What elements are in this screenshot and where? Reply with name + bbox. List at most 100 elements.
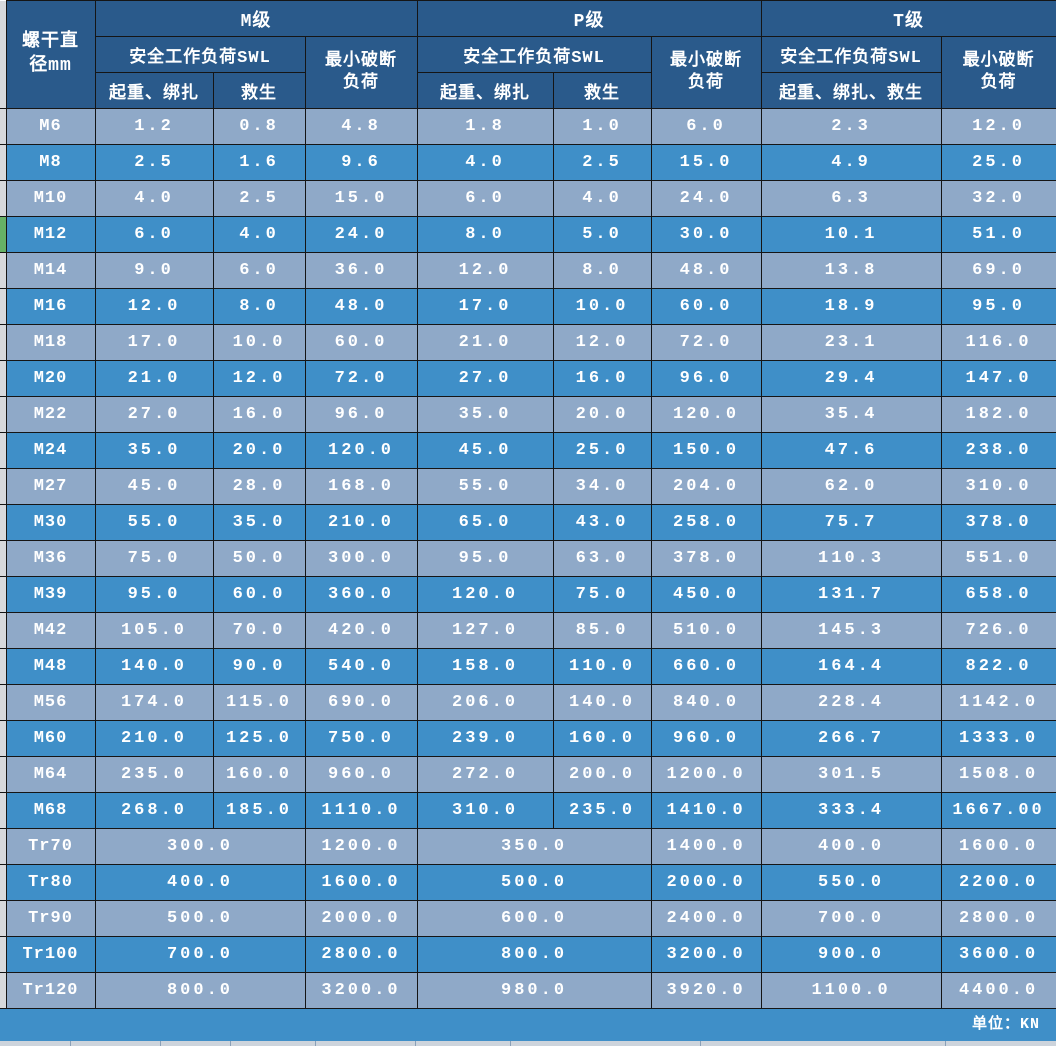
value-cell: 658.0 [940,576,1056,613]
value-cell: 900.0 [760,936,942,973]
value-cell: 1200.0 [304,828,418,865]
value-cell: 15.0 [304,180,418,217]
table-row: Tr120 800.0 3200.0 980.0 3920.0 1100.0 4400.0 [0,972,1056,1009]
value-cell: 21.0 [416,324,554,361]
value-cell: 510.0 [650,612,762,649]
value-cell: 182.0 [940,396,1056,433]
value-cell: 3200.0 [304,972,418,1009]
table-row: M14 9.0 6.0 36.0 12.0 8.0 48.0 13.8 69.0 [0,252,1056,289]
table-row: M10 4.0 2.5 15.0 6.0 4.0 24.0 6.3 32.0 [0,180,1056,217]
table-row: M30 55.0 35.0 210.0 65.0 43.0 258.0 75.7 378.0 [0,504,1056,541]
value-cell: 12.0 [416,252,554,289]
value-cell: 333.4 [760,792,942,829]
value-cell: 2200.0 [940,864,1056,901]
table-row: Tr80 400.0 1600.0 500.0 2000.0 550.0 2200.0 [0,864,1056,901]
value-cell: 35.4 [760,396,942,433]
value-cell: 1410.0 [650,792,762,829]
value-cell: 690.0 [304,684,418,721]
gridline-tick [415,1041,416,1046]
value-cell: 75.0 [552,576,652,613]
value-cell: 63.0 [552,540,652,577]
row-label: M10 [5,180,96,217]
header-t-swl: 安全工作负荷SWL [760,36,942,73]
value-cell: 6.0 [212,252,306,289]
value-cell: 47.6 [760,432,942,469]
value-cell: 30.0 [650,216,762,253]
value-cell: 700.0 [94,936,306,973]
value-cell: 10.0 [212,324,306,361]
row-label: M39 [5,576,96,613]
value-cell: 45.0 [416,432,554,469]
table-row: M20 21.0 12.0 72.0 27.0 16.0 96.0 29.4 147.0 [0,360,1056,397]
row-label: Tr120 [5,972,96,1009]
value-cell: 300.0 [304,540,418,577]
value-cell: 16.0 [212,396,306,433]
value-cell: 131.7 [760,576,942,613]
value-cell: 17.0 [416,288,554,325]
row-label: M12 [5,216,96,253]
value-cell: 75.7 [760,504,942,541]
value-cell: 4.0 [552,180,652,217]
value-cell: 660.0 [650,648,762,685]
value-cell: 35.0 [212,504,306,541]
value-cell: 239.0 [416,720,554,757]
value-cell: 272.0 [416,756,554,793]
value-cell: 95.0 [94,576,214,613]
table-row: M6 1.2 0.8 4.8 1.8 1.0 6.0 2.3 12.0 [0,108,1056,145]
gridline-tick [700,1041,701,1046]
value-cell: 1100.0 [760,972,942,1009]
value-cell: 800.0 [416,936,652,973]
value-cell: 258.0 [650,504,762,541]
header-grade-m: M级 [94,0,418,37]
value-cell: 24.0 [304,216,418,253]
value-cell: 1110.0 [304,792,418,829]
value-cell: 127.0 [416,612,554,649]
value-cell: 32.0 [940,180,1056,217]
gridline-tick [510,1041,511,1046]
bottom-strip [0,1041,1056,1046]
value-cell: 420.0 [304,612,418,649]
value-cell: 2.3 [760,108,942,145]
row-label: M14 [5,252,96,289]
value-cell: 60.0 [304,324,418,361]
table-row: Tr90 500.0 2000.0 600.0 2400.0 700.0 2800.0 [0,900,1056,937]
value-cell: 9.0 [94,252,214,289]
table-row: M24 35.0 20.0 120.0 45.0 25.0 150.0 47.6 238.0 [0,432,1056,469]
table-row: M27 45.0 28.0 168.0 55.0 34.0 204.0 62.0 310.0 [0,468,1056,505]
value-cell: 140.0 [94,648,214,685]
value-cell: 48.0 [304,288,418,325]
value-cell: 8.0 [552,252,652,289]
value-cell: 125.0 [212,720,306,757]
row-label: M68 [5,792,96,829]
table-row: M56 174.0 115.0 690.0 206.0 140.0 840.0 228.4 11… [0,684,1056,721]
value-cell: 1400.0 [650,828,762,865]
value-cell: 20.0 [212,432,306,469]
value-cell: 27.0 [416,360,554,397]
value-cell: 55.0 [416,468,554,505]
table-row: M18 17.0 10.0 60.0 21.0 12.0 72.0 23.1 116.0 [0,324,1056,361]
header-p-lifesaving: 救生 [552,72,652,109]
value-cell: 115.0 [212,684,306,721]
header-row-swl: 安全工作负荷SWL 最小破断 负荷 安全工作负荷SWL 最小破断 负荷 安全工作… [0,36,1056,109]
table-row: M60 210.0 125.0 750.0 239.0 160.0 960.0 266.7 13… [0,720,1056,757]
value-cell: 27.0 [94,396,214,433]
value-cell: 6.0 [650,108,762,145]
value-cell: 12.0 [212,360,306,397]
value-cell: 266.7 [760,720,942,757]
value-cell: 70.0 [212,612,306,649]
value-cell: 160.0 [552,720,652,757]
value-cell: 4.8 [304,108,418,145]
header-t-lifting-lashing-lifesaving: 起重、绑扎、救生 [760,72,942,109]
value-cell: 75.0 [94,540,214,577]
value-cell: 4.0 [212,216,306,253]
value-cell: 28.0 [212,468,306,505]
value-cell: 174.0 [94,684,214,721]
value-cell: 25.0 [552,432,652,469]
table-row: M12 6.0 4.0 24.0 8.0 5.0 30.0 10.1 51.0 [0,216,1056,253]
value-cell: 13.8 [760,252,942,289]
value-cell: 800.0 [94,972,306,1009]
value-cell: 21.0 [94,360,214,397]
value-cell: 12.0 [940,108,1056,145]
row-label: M20 [5,360,96,397]
